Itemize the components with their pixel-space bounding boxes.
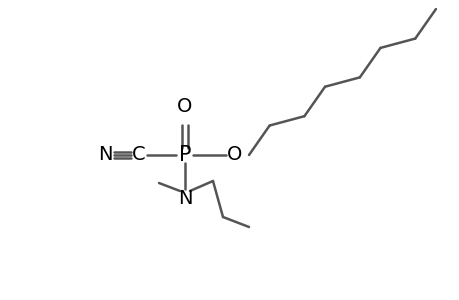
Text: O: O [177,98,192,116]
Text: O: O [227,146,242,164]
Text: C: C [132,146,146,164]
Text: N: N [98,146,112,164]
Text: N: N [177,190,192,208]
Text: P: P [179,145,191,165]
